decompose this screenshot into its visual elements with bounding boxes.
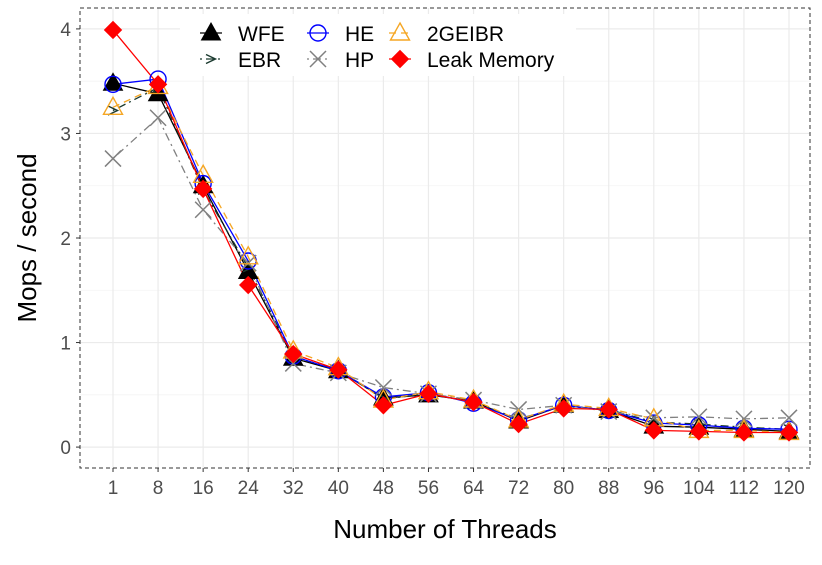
x-tick-label: 96	[643, 478, 664, 499]
y-tick-label: 3	[60, 124, 71, 145]
x-tick-label: 72	[508, 478, 529, 499]
x-tick-label: 104	[683, 478, 715, 499]
data-point-hp	[645, 409, 663, 427]
legend-label-hp: HP	[345, 49, 374, 72]
x-tick-label: 8	[153, 478, 164, 499]
y-tick-label: 4	[60, 20, 71, 41]
legend-key-marker-ebr	[205, 53, 218, 65]
data-point-leak-memory	[644, 421, 664, 440]
data-point-ebr	[107, 105, 120, 116]
y-tick-label: 0	[60, 438, 71, 459]
data-point-leak-memory	[148, 75, 168, 94]
data-point-leak-memory	[374, 396, 393, 415]
data-point-leak-memory	[599, 400, 618, 419]
data-point-he	[104, 75, 122, 94]
legend-label-ebr: EBR	[238, 49, 281, 72]
legend-key-marker-he	[309, 24, 327, 42]
data-point-hp	[690, 408, 708, 426]
data-point-leak-memory	[464, 392, 483, 412]
y-tick-label: 2	[60, 229, 71, 250]
x-tick-label: 112	[729, 478, 759, 499]
x-tick-label: 32	[283, 478, 304, 499]
data-point-hp	[104, 150, 122, 168]
data-point-wfe	[102, 72, 124, 91]
series-lines	[112, 29, 790, 434]
data-point-leak-memory	[103, 20, 123, 40]
legend-label-he: HE	[345, 23, 374, 46]
data-point-hp	[194, 201, 212, 219]
y-tick-label: 1	[60, 334, 71, 355]
x-axis-title: Number of Threads	[333, 514, 557, 544]
data-point-leak-memory	[419, 384, 438, 403]
x-tick-label: 1	[108, 478, 119, 499]
legend-label-wfe: WFE	[238, 23, 285, 46]
y-axis-title: Mops / second	[12, 153, 42, 322]
legend-key-marker-wfe	[200, 21, 222, 41]
y-axis-ticks: 0 1 2 3 4	[60, 20, 80, 459]
x-axis-ticks: 1 8 16 24 32 40 48 56 64 72 80 88 96 104 112 120	[108, 468, 805, 499]
legend-key-marker-leak-memory	[390, 49, 410, 69]
data-point-hp	[780, 409, 798, 427]
x-tick-label: 40	[328, 478, 349, 499]
data-point-2geibr	[237, 245, 259, 265]
series-line-ebr	[112, 86, 790, 430]
legend-key-marker-2geibr	[389, 21, 411, 41]
legend: WFE EBR HE HP 2GEIBR Leak Memory	[180, 14, 576, 76]
legend-label-2geibr: 2GEIBR	[427, 23, 504, 46]
legend-key-marker-hp	[309, 50, 327, 68]
data-point-hp	[374, 378, 392, 397]
x-tick-label: 56	[418, 478, 439, 499]
data-point-2geibr	[102, 95, 124, 116]
data-point-leak-memory	[689, 422, 709, 441]
data-point-hp	[735, 410, 753, 428]
x-tick-label: 64	[463, 478, 485, 499]
data-point-leak-memory	[734, 423, 754, 442]
series-line-2geibr	[112, 85, 790, 434]
data-point-leak-memory	[509, 414, 528, 434]
x-tick-label: 24	[238, 478, 260, 499]
data-point-leak-memory	[193, 179, 213, 199]
x-tick-label: 120	[773, 478, 805, 499]
data-point-leak-memory	[284, 344, 303, 364]
data-point-leak-memory	[554, 399, 573, 418]
data-point-hp	[149, 109, 167, 127]
series-markers-leak-memory	[103, 20, 799, 442]
legend-background	[180, 14, 576, 76]
legend-label-leak-memory: Leak Memory	[427, 49, 555, 72]
series-markers	[102, 20, 800, 442]
series-line-leak-memory	[112, 29, 789, 434]
x-tick-label: 16	[193, 478, 214, 499]
x-tick-label: 80	[553, 478, 574, 499]
data-point-leak-memory	[238, 275, 258, 295]
x-tick-label: 48	[373, 478, 394, 499]
data-point-leak-memory	[329, 360, 348, 379]
x-tick-label: 88	[598, 478, 619, 499]
data-point-leak-memory	[779, 423, 799, 442]
